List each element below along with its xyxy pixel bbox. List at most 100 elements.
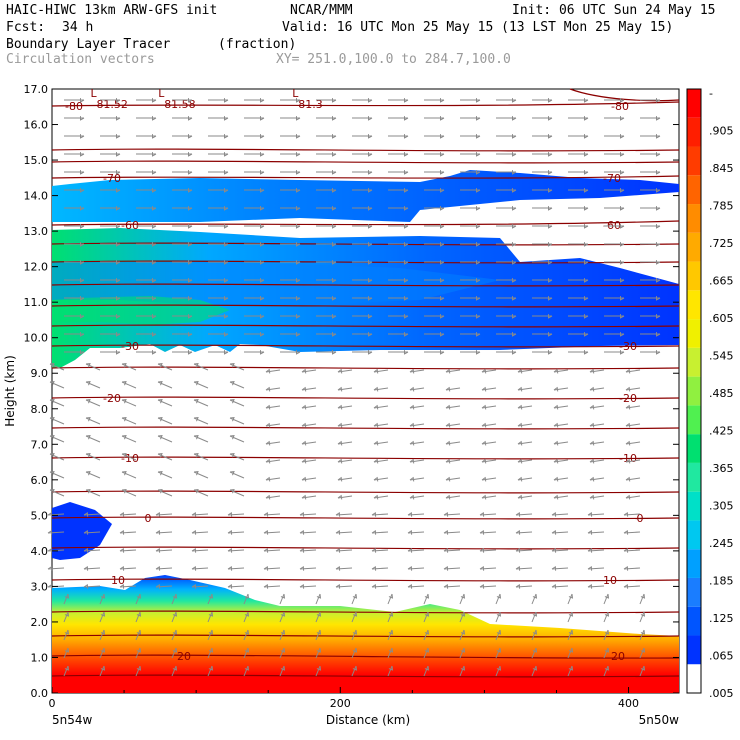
vector-shaft — [373, 495, 389, 499]
isotherm-label: -70 — [603, 172, 621, 185]
vector-shaft — [515, 513, 533, 516]
vector-shaft — [371, 549, 389, 552]
vector-head — [655, 206, 661, 211]
isotherm-line — [51, 160, 680, 164]
vector-shaft — [445, 369, 461, 373]
vector-shaft — [337, 441, 353, 445]
vector-shaft — [301, 369, 317, 373]
vector-head — [295, 314, 301, 319]
vector-head — [115, 134, 121, 139]
x-tick-label: 200 — [330, 697, 351, 710]
colorbar-swatch — [687, 290, 701, 320]
vector-head — [227, 529, 233, 535]
vector-shaft — [387, 665, 393, 677]
vector-head — [259, 116, 265, 121]
vector-shaft — [243, 593, 249, 605]
isotherm-label: -10 — [619, 452, 637, 465]
vector-shaft — [265, 405, 281, 409]
vector-shaft — [623, 585, 641, 588]
vector-head — [119, 583, 125, 589]
vector-head — [515, 583, 521, 589]
vector-head — [551, 565, 557, 571]
isotherm-label: 20 — [177, 650, 191, 663]
vector-head — [475, 260, 481, 265]
vector-shaft — [335, 567, 353, 570]
vector-head — [64, 611, 70, 617]
vector-head — [265, 476, 271, 482]
vector-head — [551, 511, 557, 517]
vector-head — [193, 381, 199, 386]
vector-shaft — [243, 611, 249, 623]
vector-head — [619, 242, 625, 247]
vector-head — [445, 476, 451, 482]
vector-shaft — [625, 423, 641, 427]
vector-head — [295, 170, 301, 175]
vector-head — [568, 665, 574, 671]
vector-head — [259, 206, 265, 211]
isotherm-line — [51, 610, 680, 614]
vector-shaft — [517, 477, 533, 481]
vector-head — [223, 98, 229, 103]
vector-shaft — [603, 629, 609, 641]
vector-shaft — [157, 417, 173, 425]
vector-head — [551, 547, 557, 553]
vector-shaft — [155, 585, 173, 588]
vector-head — [475, 350, 481, 355]
vector-head — [121, 381, 127, 386]
vector-head — [547, 188, 553, 193]
vector-head — [655, 116, 661, 121]
vector-shaft — [459, 629, 465, 641]
isotherm-label: -30 — [619, 340, 637, 353]
vector-head — [316, 647, 322, 653]
vector-head — [604, 611, 610, 617]
colorbar-swatch — [687, 664, 701, 693]
vector-shaft — [371, 531, 389, 534]
vector-shaft — [207, 593, 213, 605]
vector-shaft — [121, 471, 137, 479]
vector-shaft — [135, 593, 141, 605]
vector-shaft — [315, 647, 321, 659]
vector-head — [191, 565, 197, 571]
vector-head — [547, 152, 553, 157]
vector-shaft — [335, 513, 353, 516]
vector-head — [439, 332, 445, 337]
vector-head — [193, 417, 199, 422]
vector-head — [388, 629, 394, 635]
vector-head — [337, 476, 343, 482]
colorbar-swatch — [687, 261, 701, 291]
low-value: 81.3 — [298, 98, 323, 111]
vector-shaft — [193, 489, 209, 497]
vector-head — [280, 629, 286, 635]
vector-head — [79, 296, 85, 301]
vector-head — [623, 565, 629, 571]
vector-head — [532, 593, 538, 599]
vector-head — [424, 593, 430, 599]
x-tick-label: 400 — [618, 697, 639, 710]
vector-head — [604, 593, 610, 599]
isotherm-contours: -80 -80-70 -70-60 -60-30 -30-20 -20-10 -100 010… — [51, 87, 680, 678]
vector-head — [335, 511, 341, 517]
vector-head — [496, 593, 502, 599]
vector-shaft — [119, 585, 137, 588]
vector-head — [409, 494, 415, 500]
vector-head — [553, 368, 559, 374]
vector-head — [367, 188, 373, 193]
vector-head — [121, 399, 127, 404]
vector-shaft — [409, 387, 425, 391]
vector-head — [301, 440, 307, 446]
vector-head — [157, 381, 163, 386]
low-value: 81.58 — [164, 98, 196, 111]
vector-head — [619, 188, 625, 193]
vector-shaft — [371, 585, 389, 588]
vector-shaft — [193, 399, 209, 407]
vector-head — [640, 665, 646, 671]
vector-head — [367, 296, 373, 301]
vector-head — [83, 511, 89, 517]
vector-head — [244, 647, 250, 653]
vector-head — [532, 647, 538, 653]
vector-shaft — [229, 489, 245, 497]
vector-head — [481, 422, 487, 428]
vector-head — [64, 647, 70, 653]
vector-head — [151, 170, 157, 175]
